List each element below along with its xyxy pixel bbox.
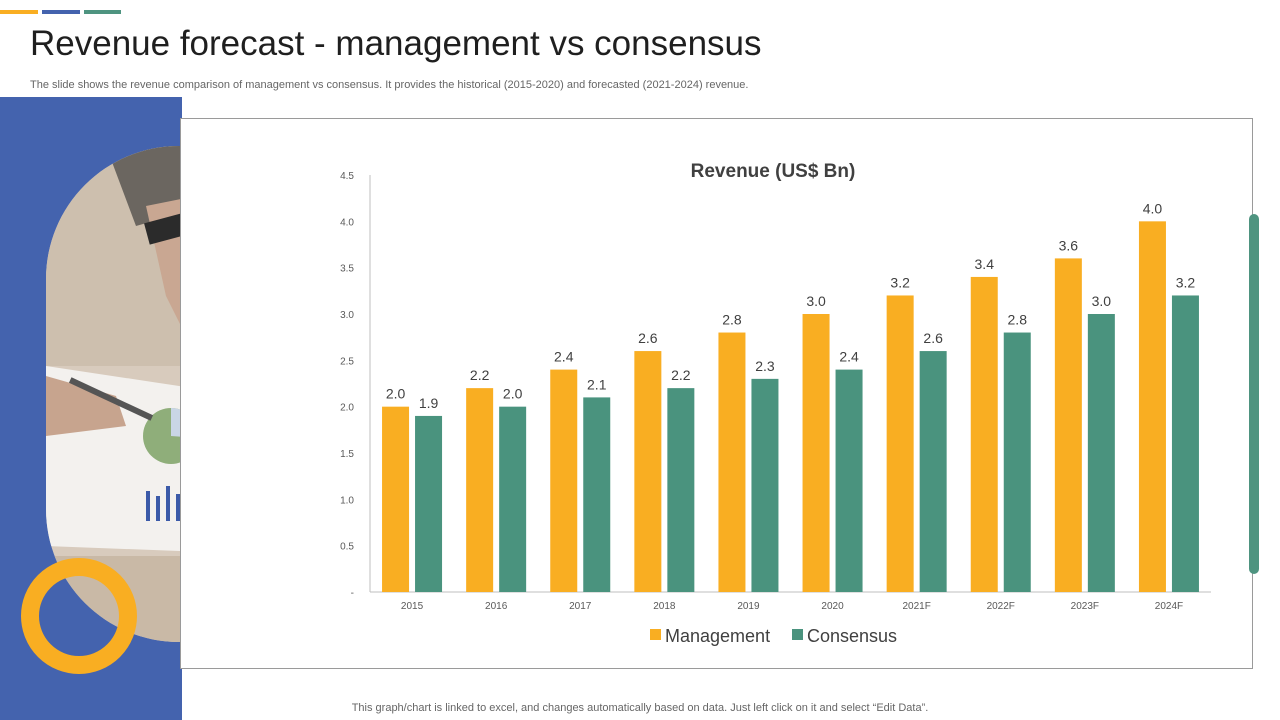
data-label: 2.8 xyxy=(1008,312,1028,328)
legend-label-management: Management xyxy=(665,626,770,646)
x-tick-labels: 2015 2016 2017 2018 2019 2020 2021F 2022F 2023F 2… xyxy=(401,601,1183,612)
bar-consensus xyxy=(499,406,527,592)
chart-legend: Management Consensus xyxy=(650,626,897,646)
scroll-handle[interactable] xyxy=(1249,214,1259,574)
y-tick-label: - xyxy=(351,588,354,599)
data-label: 1.9 xyxy=(419,395,439,411)
data-label: 2.6 xyxy=(638,330,658,346)
bar-consensus xyxy=(1003,332,1031,592)
chart-bars: 2.0 1.9 2.2 2.0 2.4 2.1 2.6 2.2 2.8 2.3 3.0 2.4 3.2 2… xyxy=(382,200,1199,592)
page-subtitle: The slide shows the revenue comparison o… xyxy=(30,79,749,91)
accent-line-yellow xyxy=(0,10,38,14)
bar-management xyxy=(970,276,998,592)
data-label: 2.1 xyxy=(587,376,607,392)
bar-consensus xyxy=(751,378,779,592)
footer-note: This graph/chart is linked to excel, and… xyxy=(0,702,1280,714)
data-label: 2.0 xyxy=(503,386,523,402)
y-tick-label: 1.5 xyxy=(340,449,354,460)
data-label: 2.4 xyxy=(554,349,574,365)
bar-consensus xyxy=(919,351,947,592)
x-tick-label: 2018 xyxy=(653,601,676,612)
x-tick-label: 2021F xyxy=(902,601,930,612)
decorative-ring xyxy=(21,558,137,674)
bar-consensus xyxy=(667,388,695,592)
data-label: 2.6 xyxy=(923,330,943,346)
bar-consensus xyxy=(415,415,443,592)
data-label: 3.6 xyxy=(1059,237,1079,253)
x-tick-label: 2023F xyxy=(1071,601,1099,612)
data-label: 2.0 xyxy=(386,386,406,402)
data-label: 2.2 xyxy=(671,367,691,383)
data-label: 3.0 xyxy=(806,293,826,309)
x-tick-label: 2015 xyxy=(401,601,424,612)
data-label: 2.3 xyxy=(755,358,775,374)
data-label: 4.0 xyxy=(1143,200,1163,216)
data-label: 2.8 xyxy=(722,312,742,328)
x-tick-label: 2017 xyxy=(569,601,592,612)
legend-swatch-management xyxy=(650,629,661,640)
chart-frame: Revenue (US$ Bn) - 0.5 1.0 1.5 2.0 2.5 3.0 3.5 4… xyxy=(180,118,1253,669)
data-label: 3.0 xyxy=(1092,293,1112,309)
bar-management xyxy=(886,295,914,592)
y-tick-labels: - 0.5 1.0 1.5 2.0 2.5 3.0 3.5 4.0 4.5 xyxy=(340,171,354,599)
data-label: 2.4 xyxy=(839,349,859,365)
header-accent-lines xyxy=(0,10,121,14)
data-label: 3.4 xyxy=(975,256,995,272)
bar-consensus xyxy=(1087,314,1115,592)
y-tick-label: 3.0 xyxy=(340,310,354,321)
legend-swatch-consensus xyxy=(792,629,803,640)
data-label: 3.2 xyxy=(1176,274,1196,290)
chart-title: Revenue (US$ Bn) xyxy=(691,161,856,182)
y-tick-label: 2.5 xyxy=(340,356,354,367)
y-tick-label: 2.0 xyxy=(340,403,354,414)
bar-management xyxy=(550,369,578,592)
data-label: 3.2 xyxy=(890,274,910,290)
y-tick-label: 1.0 xyxy=(340,495,354,506)
bar-management xyxy=(466,388,494,592)
x-tick-label: 2024F xyxy=(1155,601,1183,612)
y-tick-label: 3.5 xyxy=(340,264,354,275)
bar-consensus xyxy=(835,369,863,592)
y-tick-label: 4.0 xyxy=(340,217,354,228)
x-tick-label: 2019 xyxy=(737,601,760,612)
y-tick-label: 4.5 xyxy=(340,171,354,182)
x-tick-label: 2020 xyxy=(821,601,844,612)
x-tick-label: 2022F xyxy=(987,601,1015,612)
x-tick-label: 2016 xyxy=(485,601,508,612)
bar-consensus xyxy=(583,397,611,592)
accent-line-blue xyxy=(42,10,80,14)
bar-management xyxy=(802,314,830,592)
y-tick-label: 0.5 xyxy=(340,542,354,553)
bar-management xyxy=(1138,221,1166,592)
bar-management xyxy=(1054,258,1082,592)
bar-consensus xyxy=(1171,295,1199,592)
bar-management xyxy=(634,351,662,592)
data-label: 2.2 xyxy=(470,367,490,383)
bar-management xyxy=(382,406,410,592)
page-title: Revenue forecast - management vs consens… xyxy=(30,24,762,63)
bar-management xyxy=(718,332,746,592)
accent-line-green xyxy=(84,10,121,14)
footer-note-text: This graph/chart is linked to excel, and… xyxy=(351,702,929,714)
revenue-chart: Revenue (US$ Bn) - 0.5 1.0 1.5 2.0 2.5 3.0 3.5 4… xyxy=(340,161,1211,646)
legend-label-consensus: Consensus xyxy=(807,626,897,646)
